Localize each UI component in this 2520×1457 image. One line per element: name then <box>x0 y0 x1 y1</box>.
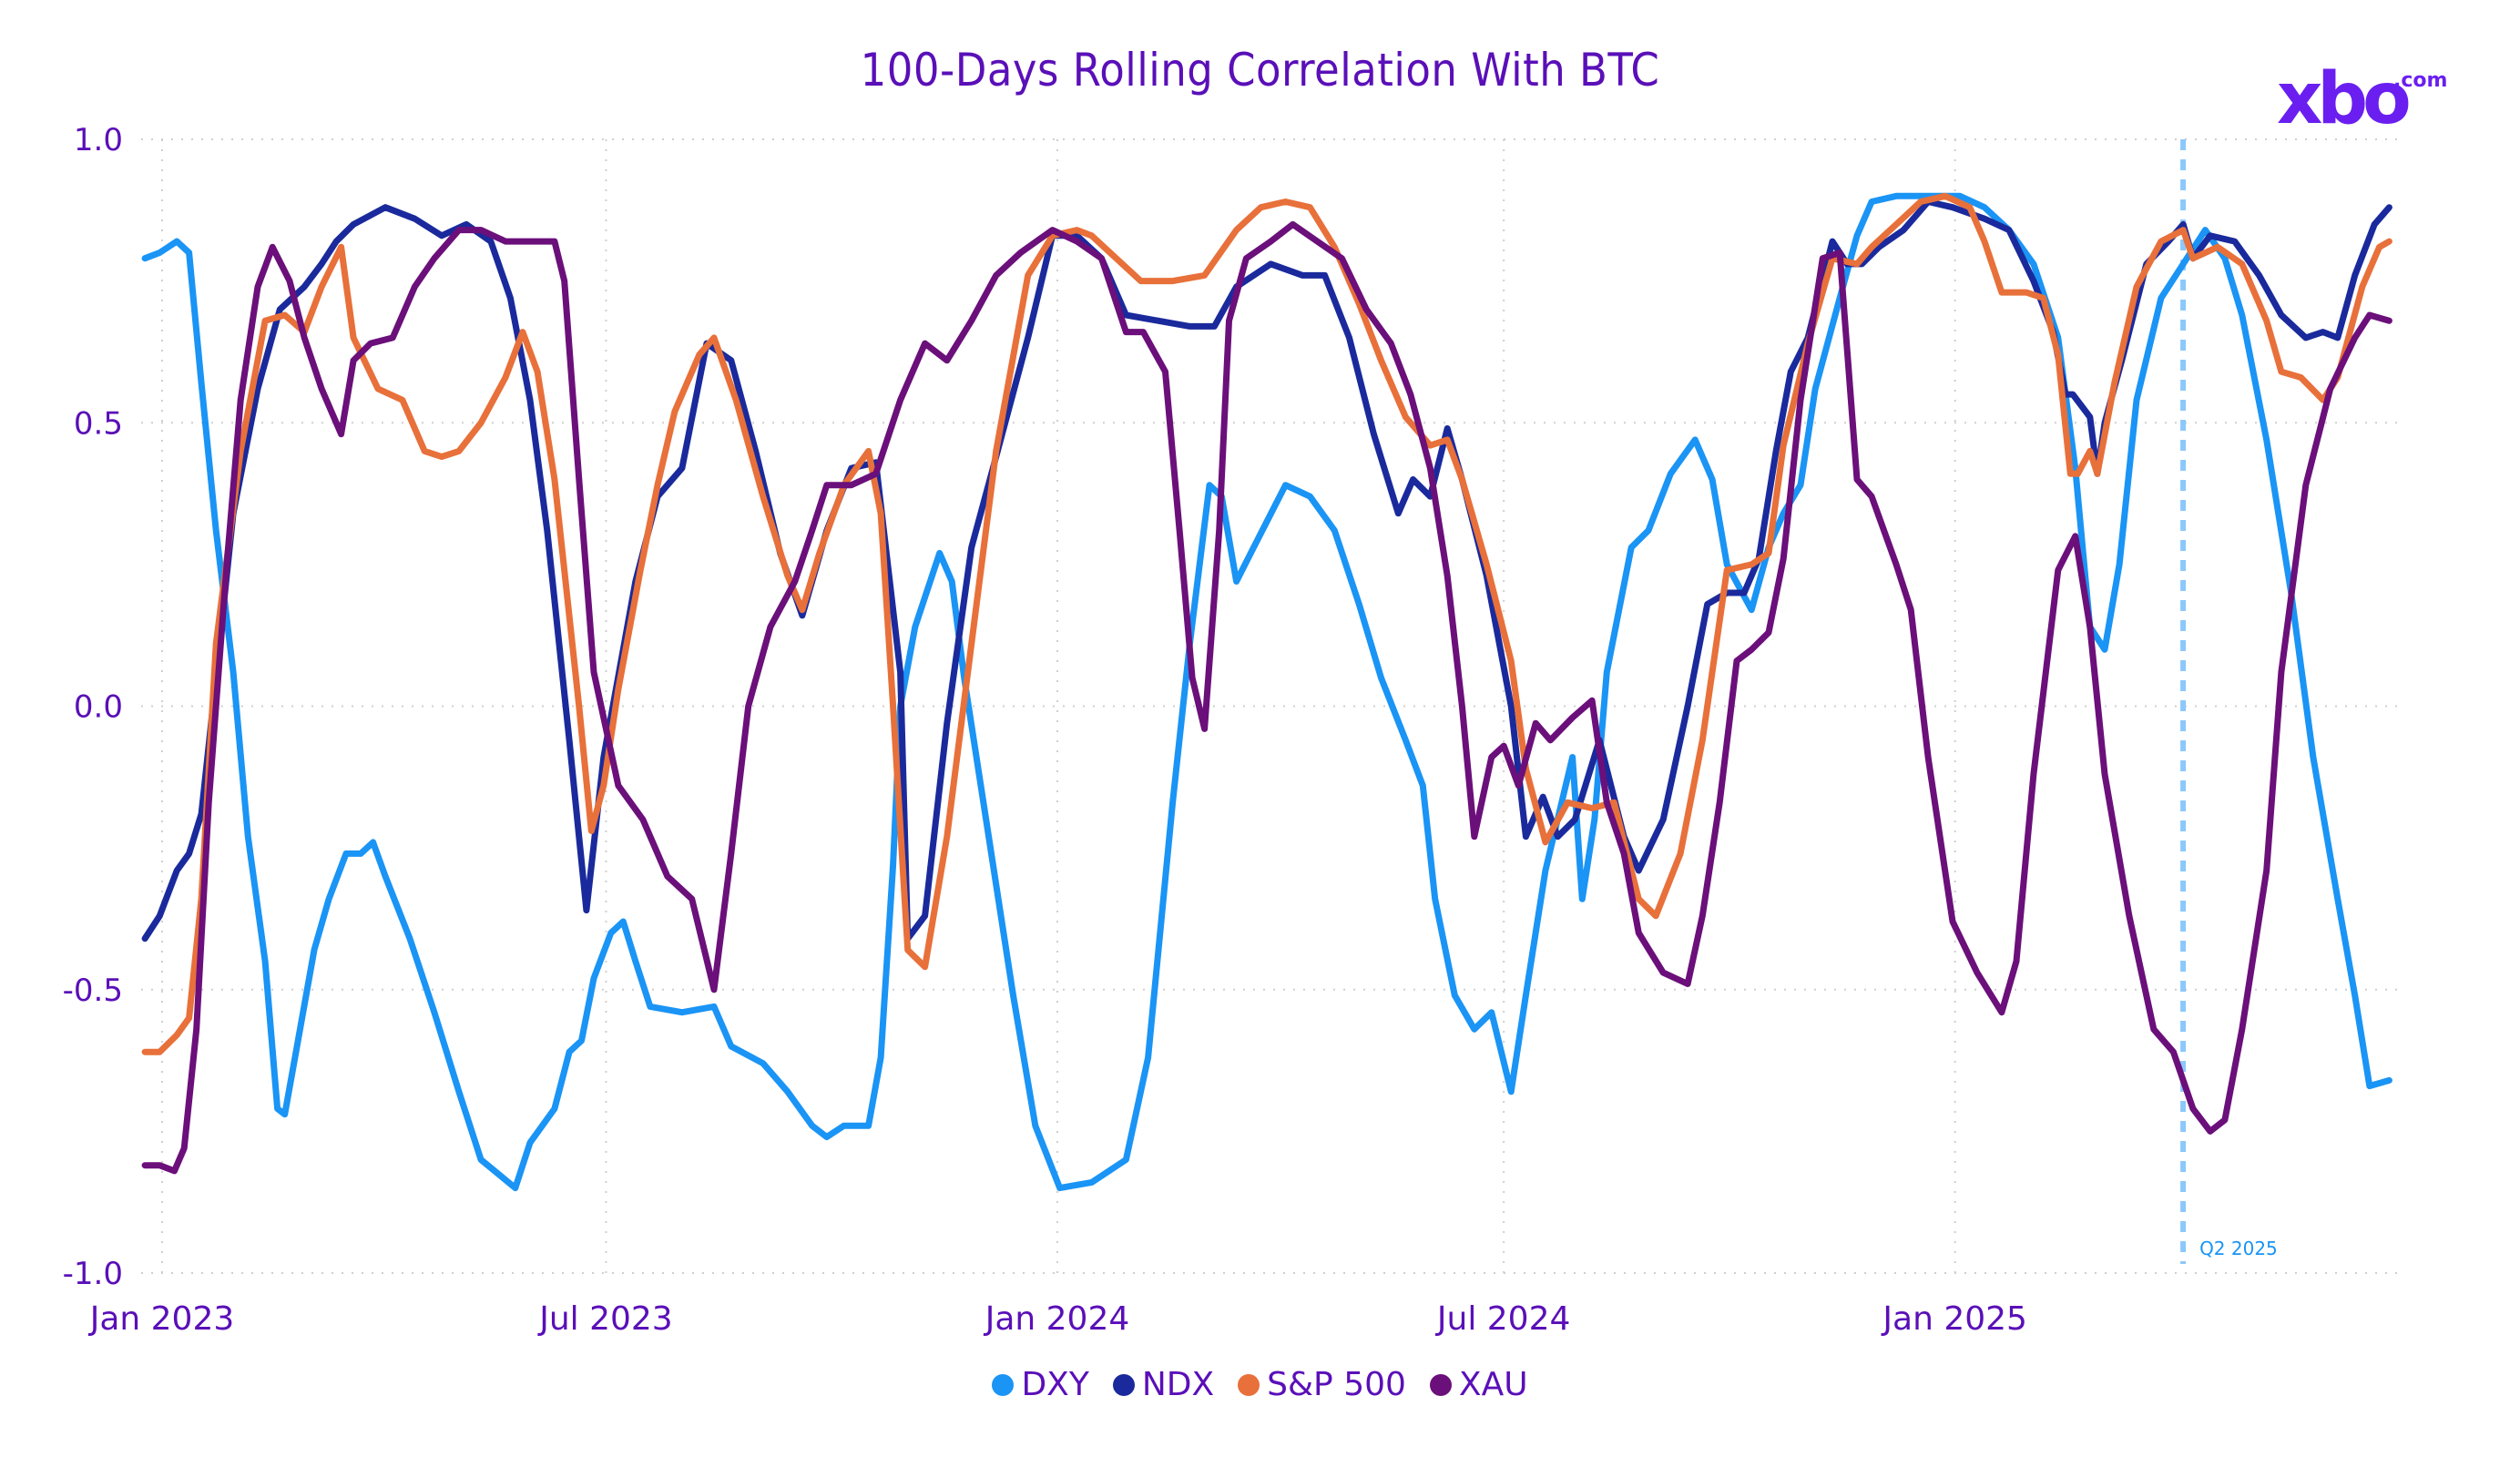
axes: 1.0 0.5 0.0 -0.5 -1.0 Jan 2023 Jul 2023 Jan 202… <box>63 122 2027 1338</box>
legend-label-dxy: DXY <box>1021 1366 1089 1403</box>
series-line-sp500 <box>141 192 2392 1055</box>
legend-label-ndx: NDX <box>1141 1366 1215 1403</box>
legend: DXY NDX S&P 500 XAU <box>0 1366 2520 1403</box>
x-tick-label: Jul 2024 <box>1435 1300 1571 1338</box>
x-tick-label: Jul 2023 <box>537 1300 673 1338</box>
logo-brand: xbo <box>2277 58 2412 140</box>
y-tick-label: 0.0 <box>74 689 123 726</box>
logo-tld: .com <box>2393 69 2448 92</box>
legend-label-sp500: S&P 500 <box>1267 1366 1406 1403</box>
y-tick-label: -0.5 <box>63 973 123 1009</box>
legend-marker-sp500 <box>1238 1373 1260 1396</box>
chart-title: 100-Days Rolling Correlation With BTC <box>860 44 1660 97</box>
y-tick-label: -1.0 <box>63 1256 123 1292</box>
y-tick-label: 1.0 <box>74 122 123 158</box>
xbo-logo: xbo .com <box>2277 64 2447 135</box>
grid <box>141 138 2404 1274</box>
legend-item-dxy[interactable]: DXY <box>992 1366 1089 1403</box>
y-tick-label: 0.5 <box>74 405 123 442</box>
legend-item-ndx[interactable]: NDX <box>1112 1366 1215 1403</box>
x-tick-label: Jan 2023 <box>88 1300 235 1338</box>
legend-item-sp500[interactable]: S&P 500 <box>1238 1366 1406 1403</box>
series-lines <box>141 192 2392 1192</box>
x-tick-label: Jan 2024 <box>984 1300 1130 1338</box>
legend-label-xau: XAU <box>1458 1366 1528 1403</box>
q2-2025-label: Q2 2025 <box>2199 1238 2278 1259</box>
legend-marker-ndx <box>1112 1373 1135 1396</box>
annotations: Q2 2025 <box>2180 139 2278 1264</box>
series-line-ndx <box>141 199 2392 942</box>
legend-item-xau[interactable]: XAU <box>1429 1366 1528 1403</box>
x-tick-label: Jan 2025 <box>1881 1300 2027 1338</box>
legend-marker-dxy <box>992 1373 1015 1396</box>
legend-marker-xau <box>1429 1373 1452 1396</box>
series-line-xau <box>141 220 2392 1175</box>
